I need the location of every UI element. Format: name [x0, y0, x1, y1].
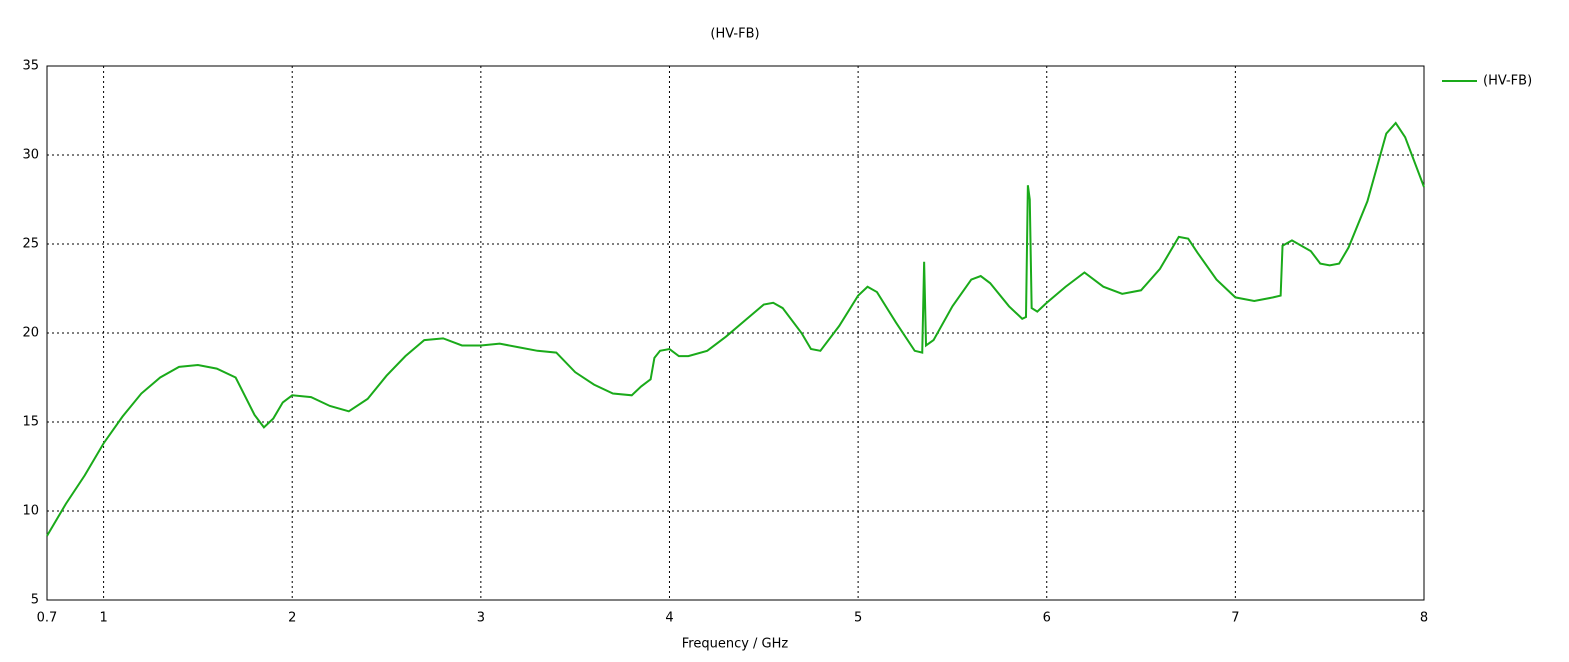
x-tick-label: 3 [477, 611, 485, 626]
x-tick-label: 6 [1043, 611, 1051, 626]
y-tick-label: 25 [22, 237, 39, 252]
y-tick-label: 35 [22, 59, 39, 74]
x-tick-label: 0.7 [37, 611, 58, 626]
chart-title: (HV-FB) [710, 27, 759, 42]
y-tick-label: 10 [22, 504, 39, 519]
y-tick-label: 30 [22, 148, 39, 163]
y-tick-label: 5 [31, 593, 39, 608]
x-tick-label: 2 [288, 611, 296, 626]
data-line [46, 121, 1425, 537]
legend-label: (HV-FB) [1483, 74, 1532, 89]
x-tick-label: 8 [1420, 611, 1428, 626]
x-tick-label: 1 [99, 611, 107, 626]
x-tick-label: 4 [665, 611, 673, 626]
x-tick-label: 7 [1231, 611, 1239, 626]
x-tick-label: 5 [854, 611, 862, 626]
x-axis-label: Frequency / GHz [682, 637, 789, 652]
plot-frame [46, 65, 1425, 601]
y-tick-label: 20 [22, 326, 39, 341]
y-tick-label: 15 [22, 415, 39, 430]
